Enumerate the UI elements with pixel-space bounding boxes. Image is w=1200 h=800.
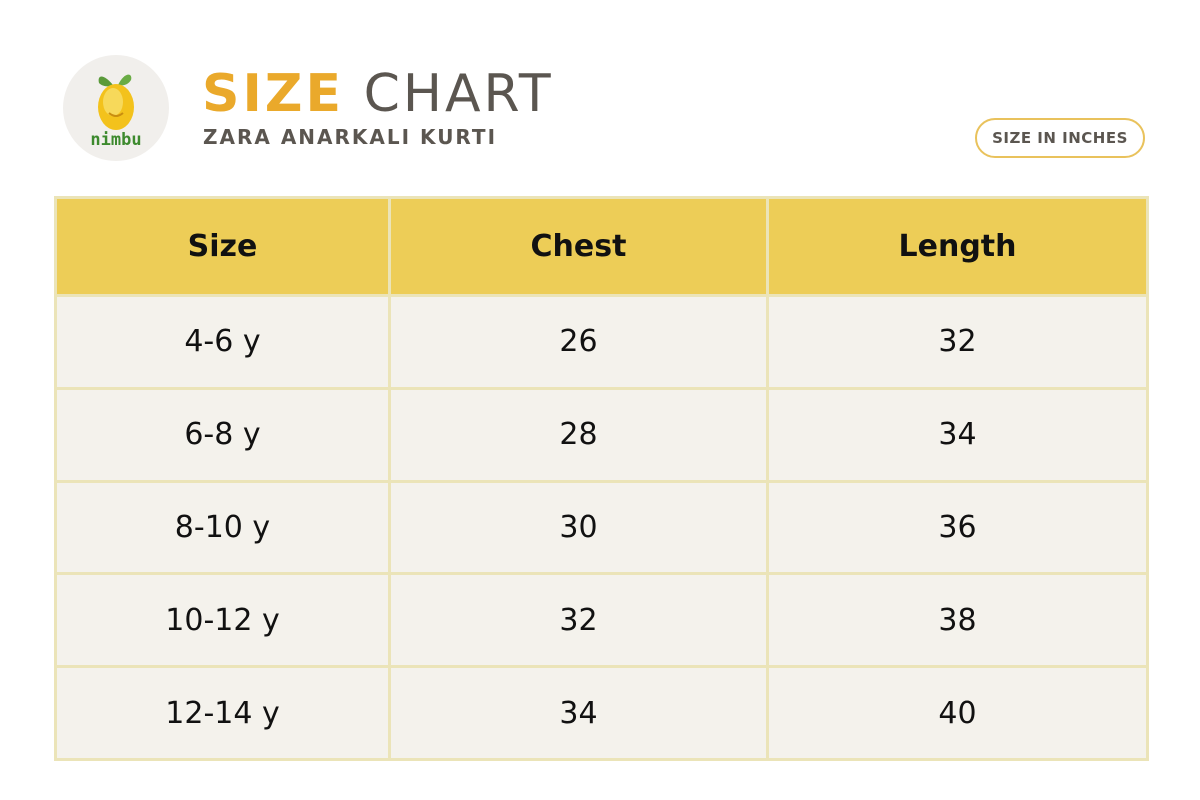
title-accent: SIZE <box>202 64 345 124</box>
title: SIZE CHART <box>202 62 554 126</box>
table-row: 4-6 y 26 32 <box>54 294 1149 390</box>
table-row: 12-14 y 34 40 <box>54 665 1149 761</box>
table-cell: 30 <box>388 479 769 576</box>
table-cell: 32 <box>766 294 1149 390</box>
logo-leaf <box>118 74 132 86</box>
column-header: Size <box>54 196 391 297</box>
table-cell: 28 <box>388 386 769 483</box>
table-cell: 36 <box>766 479 1149 576</box>
table-cell: 34 <box>388 665 769 761</box>
logo-smile <box>108 112 124 117</box>
unit-badge: SIZE IN INCHES <box>975 118 1145 158</box>
table-cell: 32 <box>388 572 769 669</box>
table-cell: 34 <box>766 386 1149 483</box>
table-cell: 26 <box>388 294 769 390</box>
table-cell: 10-12 y <box>54 572 391 669</box>
column-header: Chest <box>388 196 769 297</box>
logo-text: nimbu <box>90 130 141 150</box>
table-row: 10-12 y 32 38 <box>54 572 1149 669</box>
logo: nimbu <box>63 55 169 161</box>
logo-leaf <box>98 76 113 87</box>
table-cell: 6-8 y <box>54 386 391 483</box>
column-header: Length <box>766 196 1149 297</box>
subtitle: ZARA ANARKALI KURTI <box>203 125 498 149</box>
table-cell: 38 <box>766 572 1149 669</box>
table-row: 8-10 y 30 36 <box>54 479 1149 576</box>
table-body: 4-6 y 26 32 6-8 y 28 34 8-10 y 30 36 10-12 y 32 38 1… <box>54 294 1149 761</box>
header-row: Size Chest Length <box>54 196 1149 297</box>
table-row: 6-8 y 28 34 <box>54 386 1149 483</box>
title-rest: CHART <box>363 64 554 124</box>
table-cell: 4-6 y <box>54 294 391 390</box>
logo-lemon-shine <box>103 88 123 116</box>
table-cell: 12-14 y <box>54 665 391 761</box>
size-table: Size Chest Length 4-6 y 26 32 6-8 y 28 34 8-10 y… <box>54 196 1149 761</box>
table-cell: 8-10 y <box>54 479 391 576</box>
table-cell: 40 <box>766 665 1149 761</box>
